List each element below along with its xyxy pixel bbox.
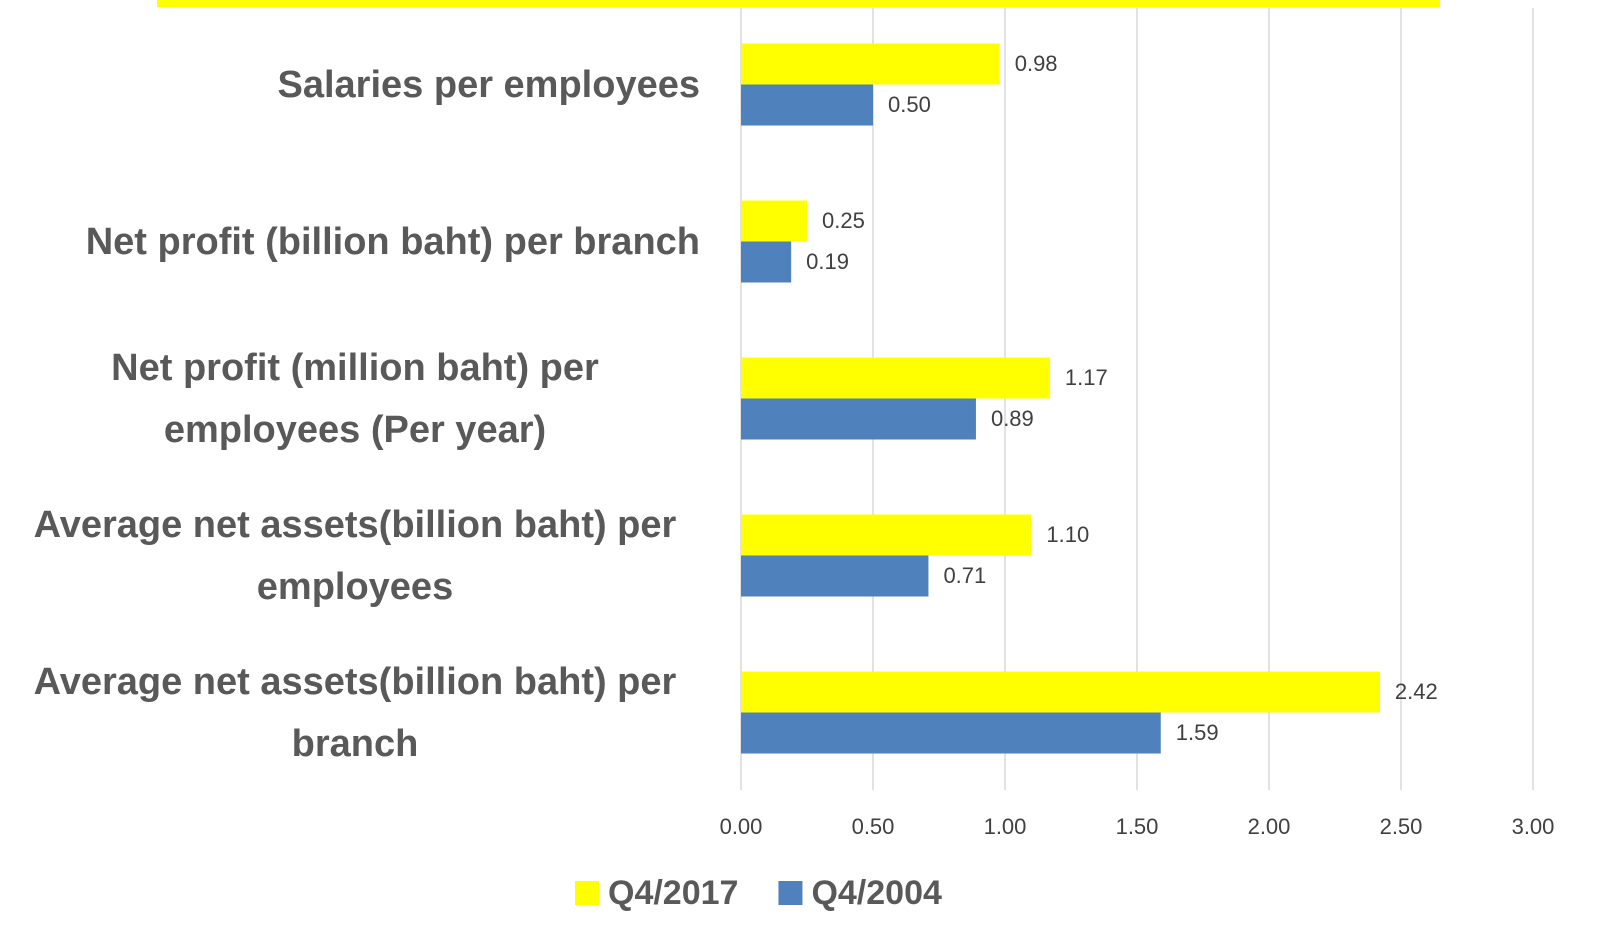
bar bbox=[741, 357, 1050, 399]
value-label: 1.17 bbox=[1065, 365, 1108, 390]
value-label: 2.42 bbox=[1395, 679, 1438, 704]
bar bbox=[741, 671, 1380, 713]
value-label: 0.71 bbox=[943, 563, 986, 588]
legend-label: Q4/2017 bbox=[608, 874, 738, 912]
value-label: 0.25 bbox=[822, 208, 865, 233]
value-label: 0.50 bbox=[888, 92, 931, 117]
bar bbox=[741, 555, 929, 597]
value-label: 1.59 bbox=[1176, 720, 1219, 745]
x-tick-label: 0.00 bbox=[720, 814, 763, 839]
legend-label: Q4/2004 bbox=[811, 874, 942, 912]
category-label-box: Average net assets(billion baht) per emp… bbox=[0, 477, 700, 634]
category-label: Net profit (million baht) per employees … bbox=[111, 346, 599, 451]
bar bbox=[741, 712, 1161, 754]
x-tick-label: 2.00 bbox=[1248, 814, 1291, 839]
top-band bbox=[157, 0, 1440, 7]
category-label: Average net assets(billion baht) per bra… bbox=[33, 660, 677, 765]
bar bbox=[741, 514, 1032, 556]
legend-swatch bbox=[778, 881, 803, 905]
value-label: 0.98 bbox=[1015, 51, 1058, 76]
bar bbox=[741, 43, 1000, 85]
bar bbox=[741, 84, 873, 126]
x-tick-label: 0.50 bbox=[852, 814, 895, 839]
value-label: 0.89 bbox=[991, 406, 1034, 431]
x-tick-label: 1.50 bbox=[1116, 814, 1159, 839]
value-label: 1.10 bbox=[1046, 522, 1089, 547]
bar bbox=[741, 398, 976, 440]
category-label: Net profit (billion baht) per branch bbox=[85, 220, 700, 263]
category-label: Salaries per employees bbox=[277, 63, 700, 106]
category-label-box: Salaries per employees bbox=[0, 6, 700, 163]
x-tick-label: 2.50 bbox=[1380, 814, 1423, 839]
category-label-box: Average net assets(billion baht) per bra… bbox=[0, 634, 700, 791]
category-label-box: Net profit (million baht) per employees … bbox=[0, 320, 700, 477]
value-label: 0.19 bbox=[806, 249, 849, 274]
bar bbox=[741, 241, 792, 283]
category-label: Average net assets(billion baht) per emp… bbox=[33, 503, 677, 608]
legend-swatch bbox=[575, 881, 599, 905]
bar bbox=[741, 200, 807, 242]
category-label-box: Net profit (billion baht) per branch bbox=[0, 163, 700, 320]
x-tick-label: 1.00 bbox=[984, 814, 1027, 839]
x-tick-label: 3.00 bbox=[1512, 814, 1555, 839]
